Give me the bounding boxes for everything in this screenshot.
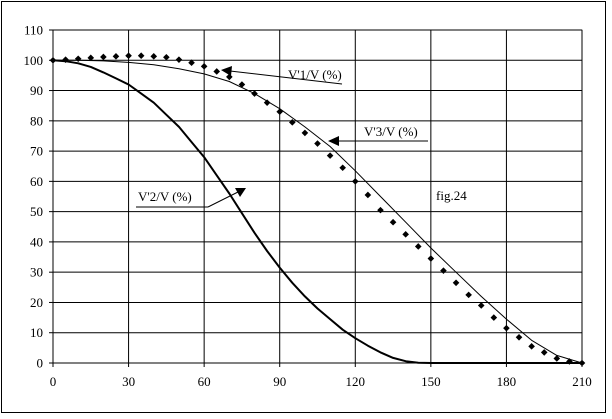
data-point bbox=[452, 279, 460, 287]
annotation-v1-leader bbox=[229, 70, 343, 85]
annotation-v2-leader bbox=[207, 191, 239, 208]
data-point bbox=[427, 255, 435, 262]
y-tick-label: 100 bbox=[24, 53, 44, 68]
data-point bbox=[49, 56, 57, 64]
data-point bbox=[414, 243, 422, 250]
data-point bbox=[578, 359, 586, 367]
x-tick-label: 150 bbox=[421, 374, 441, 389]
y-tick-label: 110 bbox=[24, 23, 43, 38]
data-point bbox=[339, 164, 346, 172]
series-group bbox=[49, 52, 586, 367]
data-point bbox=[150, 53, 158, 60]
annotation-v2-arrowhead bbox=[235, 188, 246, 197]
data-point bbox=[137, 52, 145, 60]
data-point bbox=[289, 119, 296, 126]
data-point bbox=[74, 55, 82, 63]
data-point bbox=[440, 267, 447, 274]
y-tick-label: 80 bbox=[30, 113, 43, 128]
y-tick-label: 30 bbox=[30, 265, 43, 280]
data-point bbox=[503, 324, 510, 332]
y-tick-label: 70 bbox=[30, 144, 43, 159]
y-tick-label: 10 bbox=[30, 325, 43, 340]
annotation-v2: V'2/V (%) bbox=[136, 188, 246, 208]
data-point bbox=[490, 314, 498, 321]
data-point bbox=[528, 343, 535, 350]
data-point bbox=[62, 56, 69, 63]
series-v2-line bbox=[52, 59, 582, 364]
data-point bbox=[238, 81, 246, 88]
data-point bbox=[276, 108, 284, 116]
data-point bbox=[465, 291, 472, 299]
annotation-v1-arrowhead bbox=[221, 66, 232, 76]
data-point bbox=[213, 68, 221, 75]
data-point bbox=[377, 206, 384, 214]
y-tick-label: 60 bbox=[30, 174, 43, 189]
chart-frame bbox=[1, 1, 606, 413]
data-point bbox=[263, 99, 271, 106]
x-tick-label: 90 bbox=[273, 374, 286, 389]
annotation-v3-arrowhead bbox=[328, 136, 339, 146]
x-tick-label: 30 bbox=[122, 374, 135, 389]
data-point bbox=[314, 140, 321, 147]
data-point bbox=[402, 231, 409, 238]
data-point bbox=[566, 358, 573, 365]
data-point bbox=[364, 191, 372, 199]
data-point bbox=[515, 333, 523, 341]
annotation-v2-label: V'2/V (%) bbox=[138, 189, 192, 204]
annotation-v1: V'1/V (%) bbox=[221, 66, 343, 85]
x-tick-label: 120 bbox=[346, 374, 366, 389]
data-point bbox=[226, 73, 233, 81]
x-tick-label: 0 bbox=[50, 374, 57, 389]
x-tick-labels: 0 30 60 90 120 150 180 210 bbox=[50, 374, 592, 389]
data-point bbox=[301, 129, 309, 137]
data-point bbox=[326, 152, 334, 159]
data-point bbox=[200, 63, 208, 70]
series-v3-markers bbox=[49, 52, 586, 367]
data-point bbox=[175, 56, 183, 63]
y-tick-labels: 0 10 20 30 40 50 60 70 80 90 100 110 bbox=[24, 23, 44, 371]
data-point bbox=[125, 52, 132, 60]
data-point bbox=[163, 53, 170, 61]
y-tick-label: 40 bbox=[30, 234, 43, 249]
data-point bbox=[112, 53, 120, 60]
data-point bbox=[188, 59, 195, 66]
data-point bbox=[87, 54, 95, 62]
data-point bbox=[553, 355, 561, 362]
figure-label: fig.24 bbox=[436, 188, 467, 203]
data-point bbox=[389, 218, 397, 226]
y-tick-label: 90 bbox=[30, 83, 43, 98]
data-point bbox=[351, 178, 359, 185]
y-tick-label: 0 bbox=[37, 356, 44, 371]
y-tick-label: 50 bbox=[30, 204, 43, 219]
annotation-v3-label: V'3/V (%) bbox=[364, 124, 418, 139]
x-tick-label: 210 bbox=[572, 374, 592, 389]
x-tick-label: 60 bbox=[198, 374, 211, 389]
data-point bbox=[100, 53, 107, 61]
data-point bbox=[540, 349, 548, 356]
y-tick-label: 20 bbox=[30, 295, 43, 310]
x-tick-label: 180 bbox=[497, 374, 517, 389]
annotation-v3: V'3/V (%) bbox=[328, 124, 428, 146]
series-v1-line bbox=[53, 59, 583, 364]
data-point bbox=[251, 90, 258, 97]
annotation-v1-label: V'1/V (%) bbox=[288, 67, 342, 82]
data-point bbox=[477, 302, 485, 309]
